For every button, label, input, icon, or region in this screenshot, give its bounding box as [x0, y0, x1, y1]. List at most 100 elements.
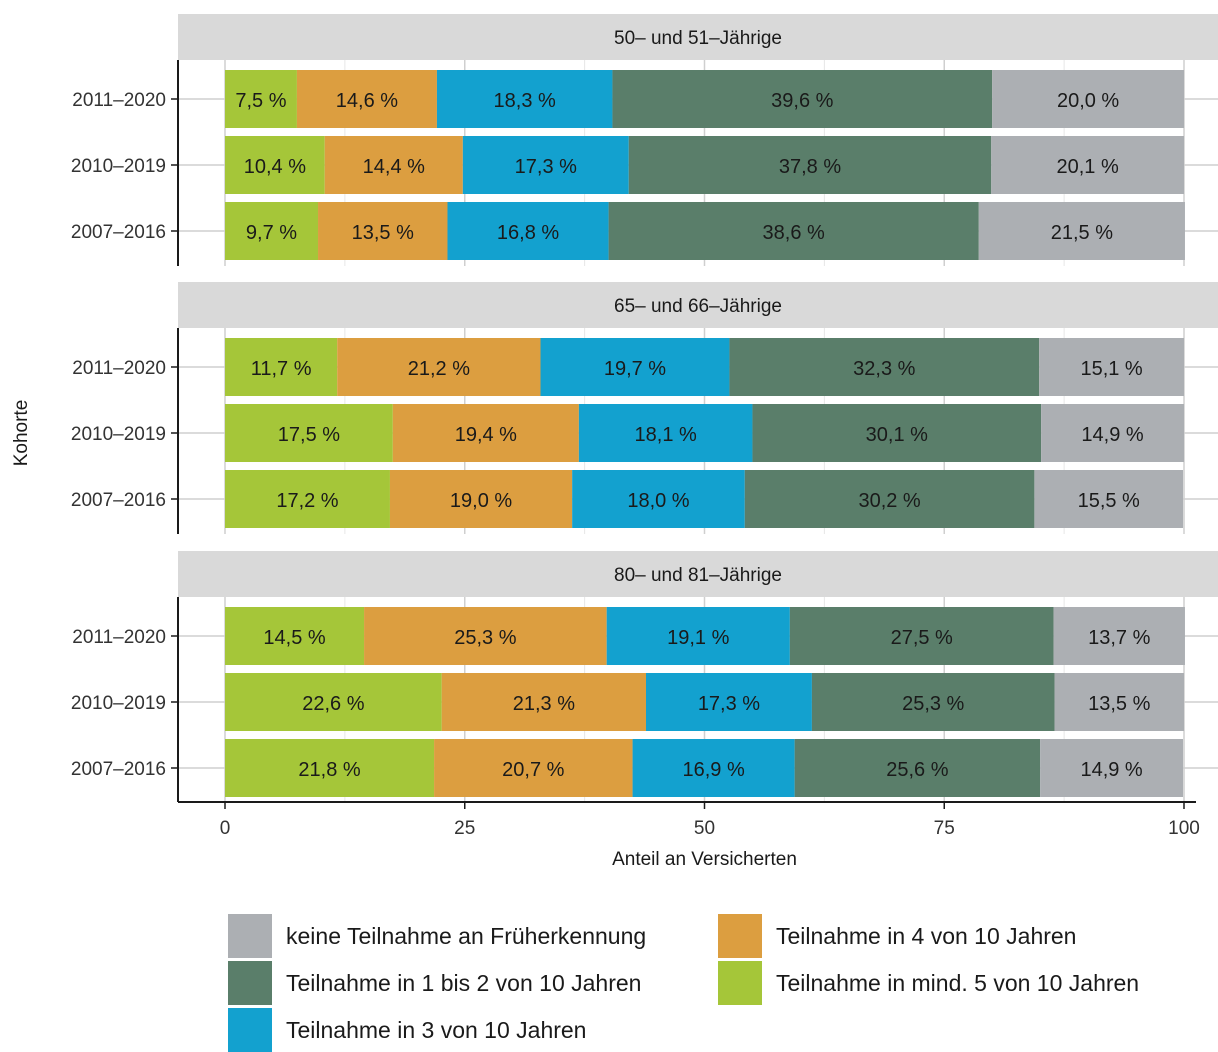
data-label: 11,7 % — [251, 358, 312, 380]
bar-segment — [744, 470, 1035, 528]
bar-segment — [337, 338, 541, 396]
bar-segment — [1039, 338, 1184, 396]
y-tick-label: 2010–2019 — [71, 693, 166, 714]
data-label: 21,3 % — [513, 693, 575, 715]
y-tick-label: 2010–2019 — [71, 156, 166, 177]
data-label: 19,1 % — [667, 627, 729, 649]
data-label: 14,5 % — [263, 627, 325, 649]
legend-swatch — [228, 1008, 272, 1052]
data-label: 15,5 % — [1078, 490, 1140, 512]
data-label: 20,7 % — [502, 759, 564, 781]
data-label: 30,1 % — [866, 424, 928, 446]
legend-item-1-bis-2-von-10: Teilnahme in 1 bis 2 von 10 Jahren — [228, 961, 641, 1005]
data-label: 19,0 % — [450, 490, 512, 512]
data-label: 14,4 % — [363, 156, 425, 178]
data-label: 19,4 % — [455, 424, 517, 446]
bar-segment — [1053, 607, 1185, 665]
bar-segment — [540, 338, 730, 396]
bar-segment — [789, 607, 1054, 665]
bar-segment — [364, 607, 607, 665]
data-label: 17,5 % — [278, 424, 340, 446]
bar-segment — [606, 607, 790, 665]
panel-1: 50– und 51–Jährige 7,5 % 14,6 % 18,3 % 39,6 … — [71, 14, 1218, 266]
bar-segment — [225, 338, 338, 396]
bar-segment — [296, 70, 437, 128]
data-label: 16,9 % — [682, 759, 744, 781]
bar-segment — [1041, 404, 1184, 462]
bar-segment — [389, 470, 573, 528]
data-label: 21,5 % — [1051, 222, 1113, 244]
panel-title: 65– und 66–Jährige — [614, 296, 782, 317]
panel-3: 80– und 81–Jährige 14,5 % 25,3 % 19,1 % 27,5… — [71, 551, 1218, 802]
legend-swatch — [718, 914, 762, 958]
y-tick-label: 2007–2016 — [71, 222, 166, 243]
legend-swatch — [228, 914, 272, 958]
legend-item-3-von-10: Teilnahme in 3 von 10 Jahren — [228, 1008, 586, 1052]
data-label: 7,5 % — [235, 90, 286, 112]
bar-segment — [434, 739, 633, 797]
bar-segment — [1034, 470, 1184, 528]
bar-segment — [441, 673, 647, 731]
panel-strip — [178, 282, 1218, 328]
bar-segment — [608, 202, 979, 260]
data-label: 15,1 % — [1080, 358, 1142, 380]
data-label: 38,6 % — [763, 222, 825, 244]
legend-item-4-von-10: Teilnahme in 4 von 10 Jahren — [718, 914, 1076, 958]
bar-segment — [1040, 739, 1184, 797]
bar-segment — [578, 404, 753, 462]
bar-segment — [225, 739, 435, 797]
data-label: 9,7 % — [246, 222, 297, 244]
bar-segment — [225, 136, 325, 194]
data-label: 13,5 % — [1088, 693, 1150, 715]
legend-label: Teilnahme in 4 von 10 Jahren — [776, 922, 1077, 949]
bar-segment — [978, 202, 1185, 260]
x-tick-label: 0 — [220, 818, 231, 839]
bar-segment — [324, 136, 463, 194]
bar-segment — [628, 136, 992, 194]
data-label: 18,3 % — [494, 90, 556, 112]
panel-strip — [178, 14, 1218, 60]
bar-segment — [392, 404, 579, 462]
legend-label: Teilnahme in 1 bis 2 von 10 Jahren — [286, 969, 642, 996]
bar-segment — [572, 470, 745, 528]
panel-title: 80– und 81–Jährige — [614, 565, 782, 586]
y-tick-label: 2007–2016 — [71, 759, 166, 780]
data-label: 22,6 % — [302, 693, 364, 715]
data-label: 25,6 % — [886, 759, 948, 781]
y-tick-label: 2010–2019 — [71, 424, 166, 445]
data-label: 21,8 % — [298, 759, 360, 781]
data-label: 27,5 % — [891, 627, 953, 649]
data-label: 17,3 % — [515, 156, 577, 178]
y-tick-label: 2011–2020 — [72, 90, 166, 111]
legend-label: keine Teilnahme an Früherkennung — [286, 922, 647, 949]
legend-item-mind-5-von-10: Teilnahme in mind. 5 von 10 Jahren — [718, 961, 1139, 1005]
bar-segment — [729, 338, 1040, 396]
y-tick-label: 2011–2020 — [72, 358, 166, 379]
bar-segment — [612, 70, 993, 128]
data-label: 30,2 % — [858, 490, 920, 512]
data-label: 17,2 % — [276, 490, 338, 512]
x-axis-title: Anteil an Versicherten — [612, 849, 797, 870]
panel-title: 50– und 51–Jährige — [614, 28, 782, 49]
data-label: 19,7 % — [604, 358, 666, 380]
bar-segment — [225, 202, 319, 260]
data-label: 21,2 % — [408, 358, 470, 380]
data-label: 13,7 % — [1088, 627, 1150, 649]
data-label: 20,1 % — [1056, 156, 1118, 178]
data-label: 17,3 % — [698, 693, 760, 715]
legend: keine Teilnahme an Früherkennung Teilnah… — [228, 914, 1208, 1052]
data-label: 32,3 % — [853, 358, 915, 380]
bar-segment — [318, 202, 448, 260]
y-tick-label: 2007–2016 — [71, 490, 166, 511]
legend-swatch — [228, 961, 272, 1005]
bar-segment — [225, 673, 442, 731]
x-tick-label: 50 — [694, 818, 715, 839]
data-label: 16,8 % — [497, 222, 559, 244]
bar-segment — [752, 404, 1042, 462]
data-label: 14,9 % — [1080, 759, 1142, 781]
x-tick-label: 100 — [1168, 818, 1200, 839]
bar-segment — [991, 136, 1184, 194]
x-tick-label: 75 — [934, 818, 955, 839]
bar-segment — [436, 70, 613, 128]
